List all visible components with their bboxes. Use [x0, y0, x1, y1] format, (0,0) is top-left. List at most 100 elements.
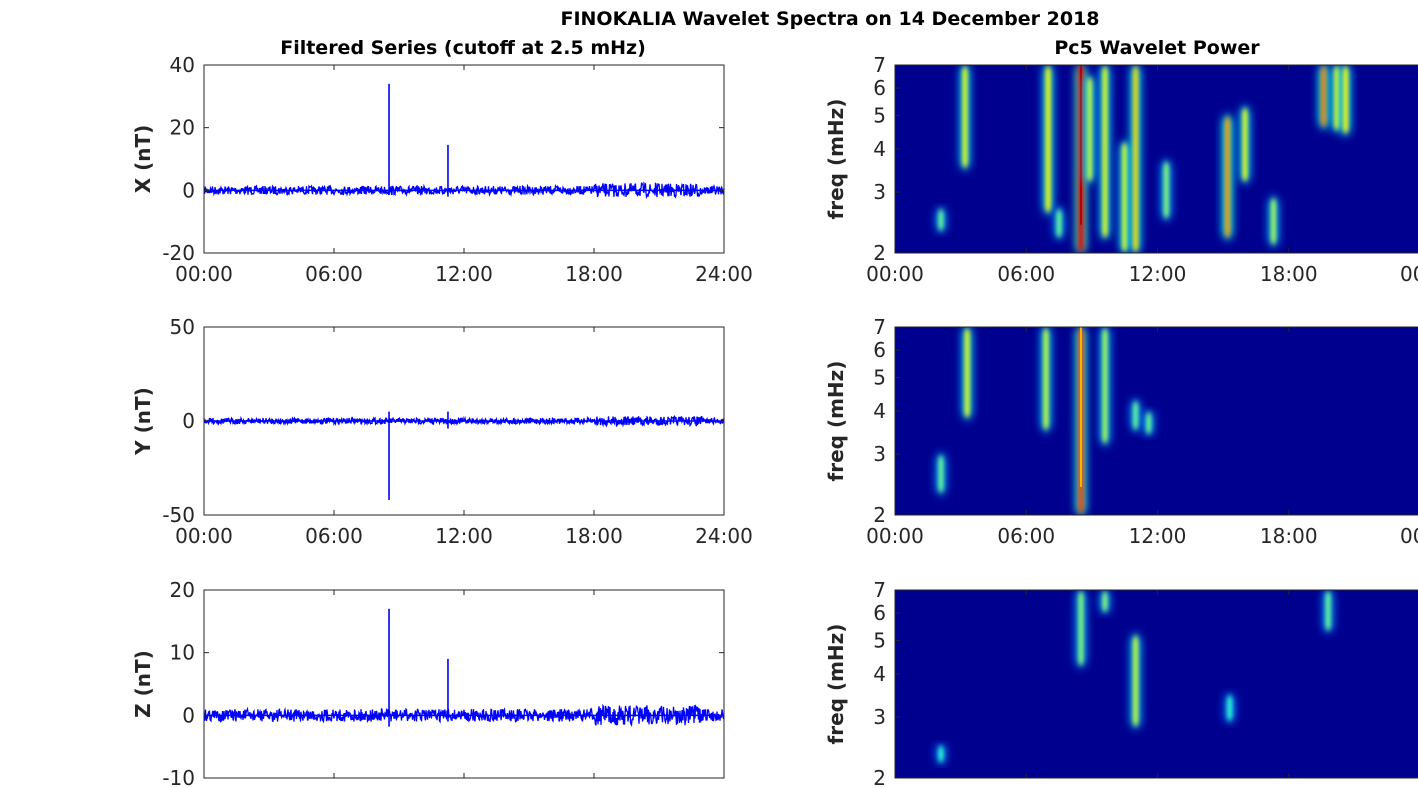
y-tick-label: 7 — [873, 578, 886, 602]
series-panel-z: -10 0 10 20 Z (nT) — [131, 578, 725, 788]
y-tick-label: 50 — [170, 315, 195, 339]
power-background — [895, 65, 1418, 253]
power-feature — [964, 329, 970, 417]
y-tick-label: 4 — [873, 399, 886, 423]
power-panel-z: 2 3 4 5 67 freq (mHz) — [824, 578, 1418, 788]
power-feature — [1343, 67, 1349, 133]
power-background — [895, 327, 1418, 515]
power-feature — [1225, 117, 1230, 237]
right-column-title: Pc5 Wavelet Power — [1054, 37, 1260, 59]
power-feature — [1078, 592, 1084, 665]
y-axis-label: freq (mHz) — [824, 624, 848, 745]
y-tick-label: 5 — [873, 365, 886, 389]
x-tick-label: 12:00 — [1129, 262, 1187, 286]
series-line — [203, 181, 725, 200]
y-tick-label: 20 — [170, 116, 195, 140]
x-tick-label: 12:00 — [435, 524, 493, 548]
power-panel-x: 00:00 06:00 12:00 18:00 00 2 3 4 5 67 freq (mHz) — [824, 53, 1418, 286]
axes-box — [894, 589, 1418, 779]
power-feature — [1133, 67, 1139, 251]
y-tick-label: 4 — [873, 662, 886, 686]
power-feature — [1270, 199, 1276, 244]
axes-box — [203, 64, 725, 254]
axes-box — [894, 326, 1418, 516]
power-image — [895, 327, 1418, 515]
y-tick-label: 6 — [873, 76, 886, 100]
power-feature — [1102, 67, 1108, 237]
power-feature — [1043, 329, 1049, 430]
y-tick-label: 2 — [873, 766, 886, 788]
series-panel-y: 00:00 06:00 12:00 18:00 24:00 -50 0 50 Y (nT) — [131, 315, 753, 548]
y-tick-label: 4 — [873, 137, 886, 161]
y-tick-label: 6 — [873, 601, 886, 625]
x-tick-label: 00:00 — [866, 262, 924, 286]
x-tick-label: 06:00 — [997, 262, 1055, 286]
power-background — [895, 590, 1418, 778]
x-tick-label: 00 — [1400, 524, 1418, 548]
x-tick-label: 06:00 — [305, 262, 363, 286]
x-tick-label: 18:00 — [1260, 262, 1318, 286]
power-feature — [1102, 329, 1108, 443]
power-feature — [1227, 696, 1233, 721]
power-feature — [1122, 143, 1128, 251]
y-tick-label: 2 — [873, 503, 886, 527]
x-tick-label: 00:00 — [175, 524, 233, 548]
y-axis-label: X (nT) — [131, 125, 155, 194]
power-peak — [1079, 65, 1082, 225]
y-tick-label: 3 — [873, 180, 886, 204]
power-feature — [1102, 592, 1108, 612]
x-tick-label: 12:00 — [1129, 524, 1187, 548]
y-axis-label: Y (nT) — [131, 387, 155, 456]
power-feature — [938, 746, 944, 762]
power-feature — [1334, 67, 1340, 130]
y-tick-label: 0 — [182, 409, 195, 433]
y-axis-label: freq (mHz) — [824, 361, 848, 482]
left-column-title: Filtered Series (cutoff at 2.5 mHz) — [280, 37, 646, 59]
x-tick-label: 00:00 — [866, 524, 924, 548]
power-image — [895, 590, 1418, 778]
x-tick-label: 18:00 — [565, 524, 623, 548]
x-tick-label: 24:00 — [695, 262, 753, 286]
y-tick-label: -20 — [162, 241, 195, 265]
y-tick-label: 0 — [182, 178, 195, 202]
power-image — [895, 65, 1418, 253]
y-tick-label: 7 — [873, 53, 886, 77]
y-tick-label: -50 — [162, 503, 195, 527]
y-tick-label: -10 — [162, 766, 195, 788]
x-tick-label: 06:00 — [997, 524, 1055, 548]
y-tick-label: 0 — [182, 703, 195, 727]
power-feature — [1133, 636, 1139, 726]
series-panel-x: 00:00 06:00 12:00 18:00 24:00 -20 0 20 40 X (nT) — [131, 53, 753, 286]
axes-box — [203, 589, 725, 779]
y-tick-label: 5 — [873, 103, 886, 127]
y-tick-label: 5 — [873, 628, 886, 652]
y-axis-label: Z (nT) — [131, 650, 155, 718]
series-line — [203, 703, 725, 727]
power-feature — [1056, 209, 1062, 237]
power-peak — [1079, 327, 1082, 487]
power-feature — [1242, 108, 1248, 181]
axes-box — [894, 64, 1418, 254]
power-feature — [938, 456, 944, 493]
y-tick-label: 3 — [873, 442, 886, 466]
y-tick-label: 7 — [873, 315, 886, 339]
x-tick-label: 24:00 — [695, 524, 753, 548]
x-tick-label: 18:00 — [1260, 524, 1318, 548]
y-tick-label: 6 — [873, 338, 886, 362]
x-tick-label: 00 — [1400, 262, 1418, 286]
y-tick-label: 40 — [170, 53, 195, 77]
power-panel-y: 00:00 06:00 12:00 18:00 00 2 3 4 5 67 freq (mHz) — [824, 315, 1418, 548]
power-feature — [962, 67, 968, 168]
power-feature — [1146, 412, 1152, 434]
power-feature — [938, 209, 944, 231]
power-feature — [1321, 67, 1327, 127]
x-tick-label: 06:00 — [305, 524, 363, 548]
power-feature — [1325, 592, 1331, 630]
power-feature — [1133, 402, 1139, 430]
x-tick-label: 12:00 — [435, 262, 493, 286]
y-tick-label: 10 — [170, 641, 195, 665]
y-tick-label: 20 — [170, 578, 195, 602]
y-tick-label: 3 — [873, 705, 886, 729]
